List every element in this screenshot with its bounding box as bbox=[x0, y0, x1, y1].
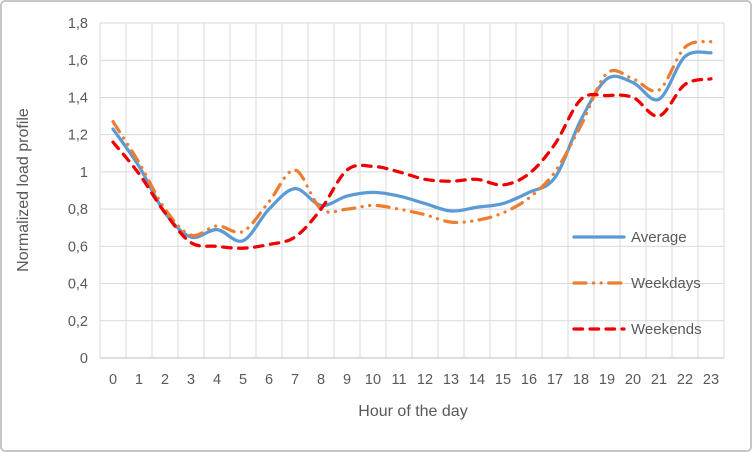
y-axis-title: Normalized load profile bbox=[15, 108, 32, 272]
x-tick-label: 2 bbox=[161, 372, 169, 388]
x-tick-label: 15 bbox=[495, 372, 511, 388]
x-tick-label: 10 bbox=[365, 372, 381, 388]
y-tick-label: 0,8 bbox=[68, 202, 88, 218]
x-tick-label: 6 bbox=[265, 372, 273, 388]
x-tick-label: 12 bbox=[417, 372, 433, 388]
legend-swatch-average bbox=[572, 235, 626, 239]
x-tick-label: 21 bbox=[651, 372, 667, 388]
series-line-weekdays bbox=[111, 39, 713, 238]
y-tick-label: 1,6 bbox=[68, 53, 88, 69]
legend-label: Average bbox=[631, 228, 687, 246]
series-line-average bbox=[111, 50, 713, 243]
x-tick-label: 0 bbox=[109, 372, 117, 388]
x-tick-label: 20 bbox=[625, 372, 641, 388]
x-tick-label: 13 bbox=[443, 372, 459, 388]
legend: Average Weekdays Weekends bbox=[570, 227, 702, 339]
x-tick-label: 4 bbox=[213, 372, 221, 388]
x-tick-label: 17 bbox=[547, 372, 563, 388]
y-tick-label: 1,4 bbox=[68, 90, 88, 106]
x-tick-label: 14 bbox=[469, 372, 485, 388]
x-tick-label: 22 bbox=[677, 372, 693, 388]
legend-label: Weekends bbox=[631, 320, 702, 338]
x-tick-label: 3 bbox=[187, 372, 195, 388]
x-tick-label: 18 bbox=[573, 372, 589, 388]
legend-item-average[interactable]: Average bbox=[570, 227, 702, 247]
x-tick-label: 7 bbox=[291, 372, 299, 388]
y-tick-label: 0,6 bbox=[68, 239, 88, 255]
series-line-weekends bbox=[111, 77, 713, 250]
x-tick-label: 9 bbox=[343, 372, 351, 388]
x-tick-label: 16 bbox=[521, 372, 537, 388]
legend-swatch-weekends bbox=[572, 327, 626, 331]
y-tick-label: 1 bbox=[80, 165, 88, 181]
legend-swatch-weekdays bbox=[572, 281, 626, 285]
x-tick-label: 1 bbox=[135, 372, 143, 388]
y-tick-label: 0 bbox=[80, 351, 88, 367]
legend-item-weekdays[interactable]: Weekdays bbox=[570, 273, 702, 293]
legend-item-weekends[interactable]: Weekends bbox=[570, 319, 702, 339]
x-tick-label: 19 bbox=[599, 372, 615, 388]
x-tick-label: 11 bbox=[391, 372, 406, 388]
x-tick-label: 8 bbox=[317, 372, 325, 388]
y-tick-label: 0,4 bbox=[68, 277, 88, 293]
x-tick-label: 23 bbox=[703, 372, 719, 388]
legend-label: Weekdays bbox=[631, 274, 701, 292]
y-tick-label: 0,2 bbox=[68, 314, 88, 330]
x-axis-title: Hour of the day bbox=[358, 403, 468, 420]
x-tick-label: 5 bbox=[239, 372, 247, 388]
y-tick-label: 1,8 bbox=[68, 16, 88, 32]
y-tick-label: 1,2 bbox=[68, 128, 88, 144]
